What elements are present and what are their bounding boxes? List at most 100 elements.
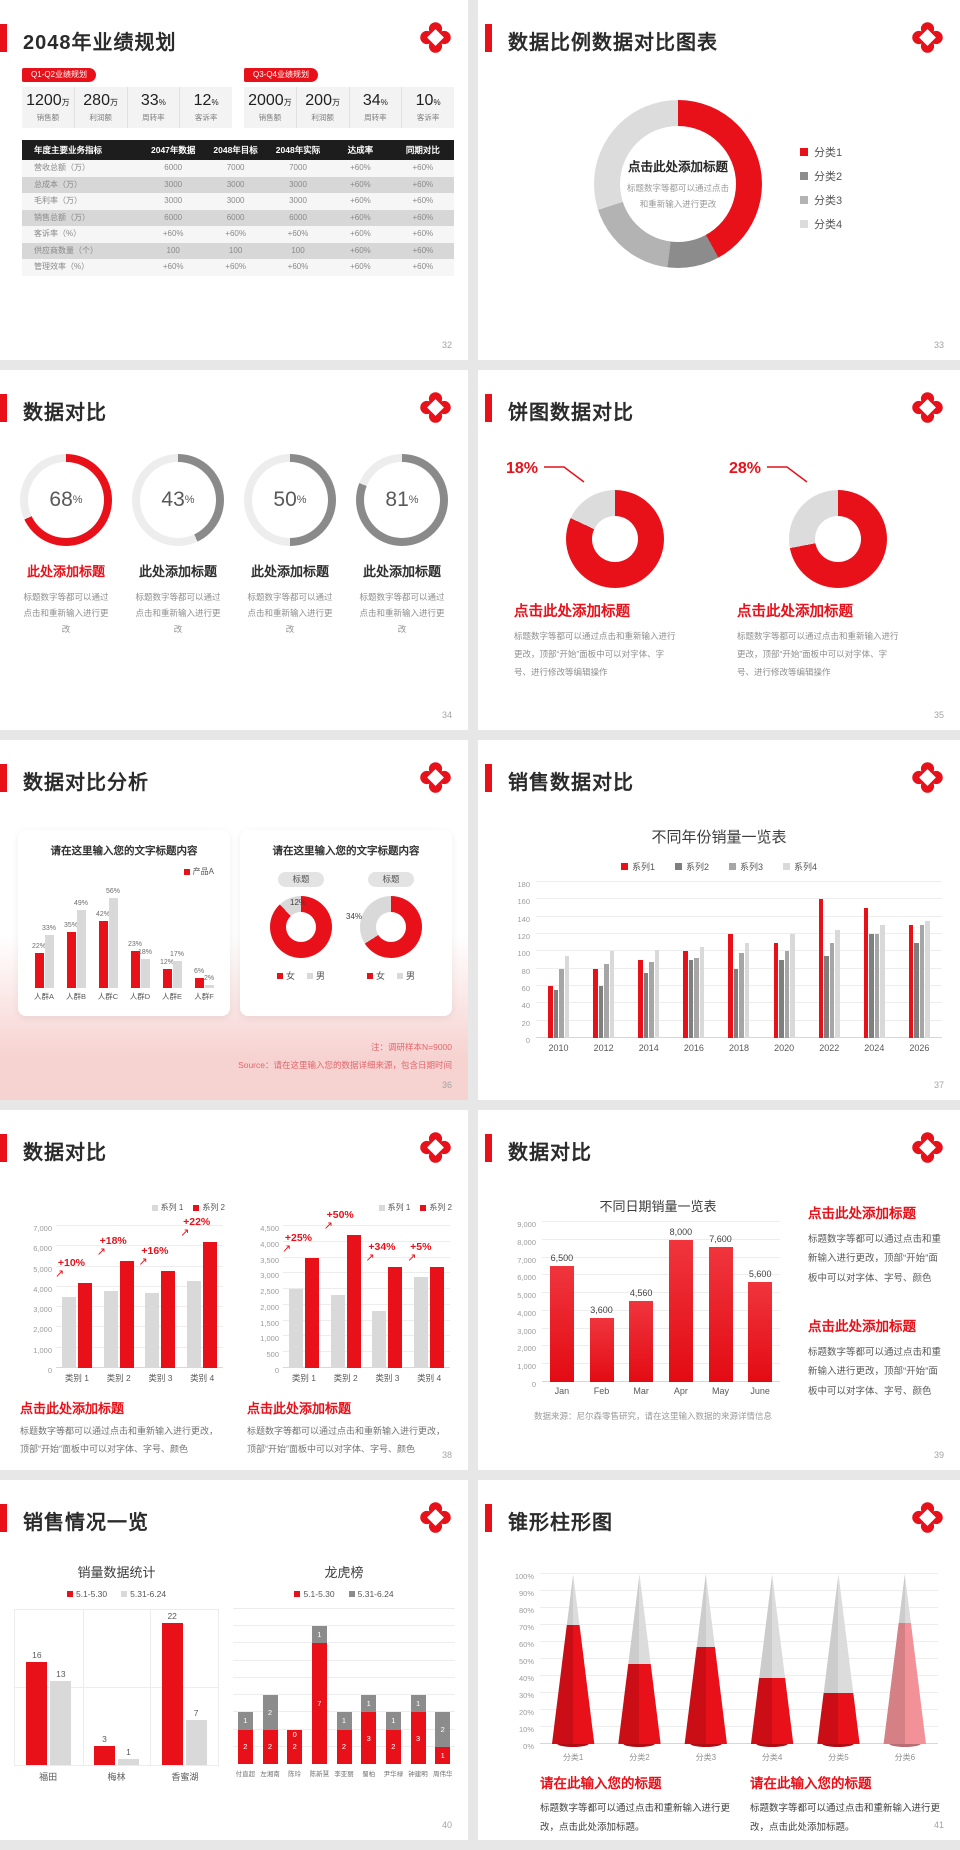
x-axis-labels: 福田 梅林 香蜜湖 [14,1770,219,1783]
bar-gray [103,1290,118,1368]
x-axis-label: 香蜜湖 [171,1772,199,1782]
y-tick-label: 1,000 [517,1362,536,1372]
slide-thumbnail-37[interactable]: 销售数据对比 不同年份销量一览表 系列1 系列2 系列3 系列4 0 20 40 60 80 1… [478,740,960,1100]
block-title: 点击此处添加标题 [808,1319,916,1334]
donut-center-body: 标题数字等都可以通过点击和重新输入进行更改 [626,183,729,209]
bar-group: 8,000 [661,1222,701,1382]
kpi-value: 200万 [305,92,340,109]
arrow-up-right-icon: ↗ [96,1245,106,1258]
slide-thumbnail-35[interactable]: 饼图数据对比 18% 点击此处添加标题 标题数字等都可以通过点击和重新输入进行更改，… [478,370,960,730]
bar-group: 3,600 [582,1222,622,1382]
slide-thumbnail-36[interactable]: 数据对比分析 请在这里输入您的文字标题内容 产品A 22% 33% 人群A 35% 49… [0,740,468,1100]
table-cell: 3000 [164,196,183,205]
bar-red: +22% ↗ [180,1216,218,1368]
bar-value-label: 35% [63,922,79,929]
legend-item: 5.1-5.30 [294,1589,335,1599]
gridline [536,967,942,969]
slide-thumbnail-32[interactable]: 2048年业绩规划 Q1-Q2业绩规划 1200万 销售额 280万 利润额 33% 周转率… [0,0,468,360]
y-tick-label: 0 [531,1380,536,1389]
bar-group: +5% ↗ [407,1226,450,1368]
x-axis-label: 分类4 [761,1753,783,1762]
y-tick-label: 0 [47,1366,52,1375]
legend-item: 分类2 [800,168,842,184]
y-tick-label: 9,000 [517,1220,536,1229]
growth-label: +34% [368,1241,396,1254]
gridline [233,1642,455,1644]
y-tick-label: 30% [518,1691,534,1700]
growth-callout: +22% ↗ [180,1216,210,1239]
slide-thumbnail-40[interactable]: 销售情况一览 销量数据统计 5.1-5.30 5.31-6.24 16 13 3 1 22 7 福… [0,1480,468,1840]
slide-thumbnail-41[interactable]: 锥形柱形图 0% 10% 20% 30% 40% 50% 60% 70% 80% 90% 100% … [478,1480,960,1840]
bar-value-label: 3,600 [590,1305,613,1315]
bar: 3,600 [589,1305,614,1382]
pie-item: 18% 点击此处添加标题 标题数字等都可以通过点击和重新输入进行更改，顶部“开始”面… [504,448,727,708]
bar-group [671,882,716,1038]
bar [779,960,784,1038]
y-tick-label: 8,000 [517,1237,536,1247]
kpi-value: 33% [140,92,166,109]
slide-thumbnail-34[interactable]: 数据对比 68% 此处添加标题 标题数字等都可以通过点击和重新输入进行更改 43% 此处… [0,370,468,730]
legend-item: 男 [307,969,325,982]
bar: 16 [26,1650,48,1765]
y-tick-label: 20% [518,1708,534,1717]
bar [559,968,564,1038]
pie-title: 点击此处添加标题 [514,604,630,620]
bar [784,951,790,1038]
kpi-value: 34% [362,92,388,109]
gridline [542,1274,780,1276]
cone-fill-shade [817,1693,839,1744]
bar [739,953,744,1038]
legend-swatch [800,220,808,228]
growth-callout: +10% ↗ [55,1257,85,1280]
table-cell: 6000 [164,212,183,222]
legend-swatch [800,172,808,180]
x-axis-label: Mar [633,1386,649,1396]
segment-red: 3 [361,1712,377,1764]
x-axis-label: 人群D [129,992,151,1001]
bar: 49% [74,900,88,988]
slide-header: 数据对比分析 [0,762,468,796]
slide-thumbnail-39[interactable]: 数据对比 不同日期销量一览表 0 1,000 2,000 3,000 4,000 5,00… [478,1110,960,1470]
gridline [542,1363,780,1365]
x-axis-label: 周伟华 [432,1771,453,1778]
segment-gray: 1 [311,1626,327,1644]
gauge-item: 50% 此处添加标题 标题数字等都可以通过点击和重新输入进行更改 [234,454,346,637]
y-tick-label: 90% [518,1589,534,1598]
segment-gray: 1 [336,1712,352,1730]
x-axis-label: 钟建明 [408,1771,428,1778]
text-block: 点击此处添加标题 标题数字等都可以通过点击和重新输入进行更改，顶部“开始”面板中… [808,1202,944,1288]
grouped-bar-chart: 22% 33% 人群A 35% 49% 人群B 42% 56% 人群C 23% 18% 人群D 12% 1… [28,888,220,1004]
growth-callout: +25% ↗ [282,1231,313,1255]
callout-line [767,466,808,483]
x-axis-label: 2010 [548,1043,569,1053]
gridline [56,1245,223,1247]
bar-group [581,882,626,1038]
gridline [542,1292,780,1294]
table-cell: +60% [412,245,434,255]
legend-swatch [397,973,403,979]
x-axis-label: 福田 [39,1772,58,1782]
growth-label: +25% [284,1231,313,1244]
chart-title: 不同年份销量一览表 [651,829,787,846]
page-number: 38 [441,1450,452,1460]
gridline [283,1272,450,1274]
segment-red: 2 [237,1729,253,1764]
page-number: 40 [441,1820,452,1830]
gridline [283,1240,450,1242]
bar-groups: +25% ↗ +50% ↗ +34% ↗ +5% ↗ [282,1209,450,1368]
x-axis-label: Apr [673,1386,688,1396]
bar-group [897,882,942,1038]
table-cell: +60% [350,196,371,205]
bar [564,955,570,1038]
slide-thumbnail-33[interactable]: 数据比例数据对比图表 点击此处添加标题 标题数字等都可以通过点击和重新输入进行更… [478,0,960,360]
y-tick-label: 4,000 [517,1308,536,1318]
y-tick-label: 6,000 [33,1244,52,1254]
title-accent-bar [485,1504,492,1532]
gauge-body: 标题数字等都可以通过点击和重新输入进行更改 [23,592,109,635]
slide-thumbnail-38[interactable]: 数据对比 系列 1 系列 2 0 1,000 2,000 3,000 4,000 5,000 6… [0,1110,468,1470]
bar: 35% [64,922,78,988]
